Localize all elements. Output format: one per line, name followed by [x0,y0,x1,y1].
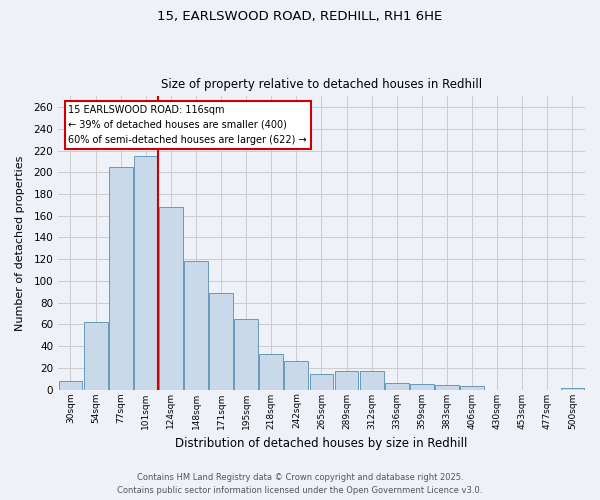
Bar [560,388,584,390]
Bar [134,156,158,390]
Bar [234,319,258,390]
X-axis label: Distribution of detached houses by size in Redhill: Distribution of detached houses by size … [175,437,467,450]
Text: Contains HM Land Registry data © Crown copyright and database right 2025.
Contai: Contains HM Land Registry data © Crown c… [118,474,482,495]
Bar [209,293,233,390]
Bar [184,262,208,390]
Bar [385,383,409,390]
Bar [159,207,183,390]
Bar [335,371,358,390]
Bar [259,354,283,390]
Text: 15 EARLSWOOD ROAD: 116sqm
← 39% of detached houses are smaller (400)
60% of semi: 15 EARLSWOOD ROAD: 116sqm ← 39% of detac… [68,105,307,144]
Bar [59,381,82,390]
Bar [83,322,107,390]
Bar [109,167,133,390]
Bar [360,371,383,390]
Bar [435,385,459,390]
Y-axis label: Number of detached properties: Number of detached properties [15,155,25,330]
Bar [284,362,308,390]
Title: Size of property relative to detached houses in Redhill: Size of property relative to detached ho… [161,78,482,91]
Bar [310,374,334,390]
Text: 15, EARLSWOOD ROAD, REDHILL, RH1 6HE: 15, EARLSWOOD ROAD, REDHILL, RH1 6HE [157,10,443,23]
Bar [410,384,434,390]
Bar [460,386,484,390]
